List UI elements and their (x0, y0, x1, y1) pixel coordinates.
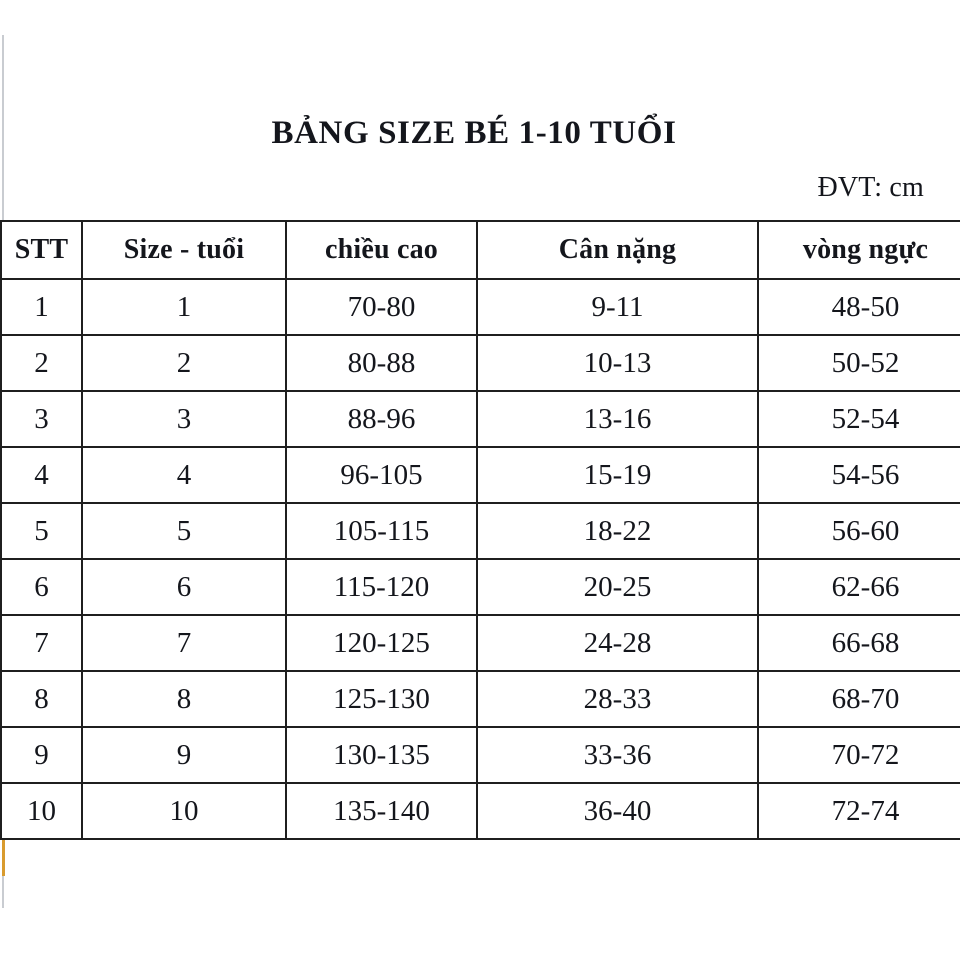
cell-stt: 5 (0, 502, 83, 560)
cell-size: 1 (81, 278, 287, 336)
cell-height: 120-125 (285, 614, 478, 672)
cell-stt: 1 (0, 278, 83, 336)
cell-size: 5 (81, 502, 287, 560)
left-edge-scan-line-bottom (2, 876, 4, 908)
size-table: STT Size - tuổi chiều cao Cân nặng vòng … (0, 220, 960, 840)
column-header-stt: STT (0, 220, 83, 280)
cell-chest: 66-68 (757, 614, 960, 672)
table-row: 6 6 115-120 20-25 62-66 (0, 558, 960, 616)
cell-chest: 68-70 (757, 670, 960, 728)
cell-height: 130-135 (285, 726, 478, 784)
cell-weight: 10-13 (476, 334, 759, 392)
cell-stt: 2 (0, 334, 83, 392)
cell-chest: 50-52 (757, 334, 960, 392)
cell-height: 70-80 (285, 278, 478, 336)
page-title: BẢNG SIZE BÉ 1-10 TUỔI (271, 115, 677, 151)
cell-chest: 48-50 (757, 278, 960, 336)
cell-size: 8 (81, 670, 287, 728)
size-table-container: STT Size - tuổi chiều cao Cân nặng vòng … (0, 220, 960, 840)
table-header-row: STT Size - tuổi chiều cao Cân nặng vòng … (0, 220, 960, 280)
cell-height: 96-105 (285, 446, 478, 504)
cell-weight: 20-25 (476, 558, 759, 616)
cell-weight: 28-33 (476, 670, 759, 728)
cell-stt: 8 (0, 670, 83, 728)
column-header-chest: vòng ngực (757, 220, 960, 280)
cell-size: 9 (81, 726, 287, 784)
table-row: 2 2 80-88 10-13 50-52 (0, 334, 960, 392)
column-header-weight: Cân nặng (476, 220, 759, 280)
unit-label: ĐVT: cm (817, 172, 924, 203)
left-edge-scan-line-top (2, 35, 4, 220)
cell-stt: 9 (0, 726, 83, 784)
cell-size: 6 (81, 558, 287, 616)
cell-height: 88-96 (285, 390, 478, 448)
cell-height: 115-120 (285, 558, 478, 616)
table-row: 4 4 96-105 15-19 54-56 (0, 446, 960, 504)
cell-stt: 6 (0, 558, 83, 616)
table-row: 9 9 130-135 33-36 70-72 (0, 726, 960, 784)
column-header-height: chiều cao (285, 220, 478, 280)
cell-chest: 54-56 (757, 446, 960, 504)
table-row: 8 8 125-130 28-33 68-70 (0, 670, 960, 728)
cell-size: 10 (81, 782, 287, 840)
cell-size: 2 (81, 334, 287, 392)
table-row: 1 1 70-80 9-11 48-50 (0, 278, 960, 336)
table-row: 7 7 120-125 24-28 66-68 (0, 614, 960, 672)
cell-height: 105-115 (285, 502, 478, 560)
cell-size: 4 (81, 446, 287, 504)
cell-size: 3 (81, 390, 287, 448)
cell-height: 80-88 (285, 334, 478, 392)
cell-chest: 72-74 (757, 782, 960, 840)
cell-height: 135-140 (285, 782, 478, 840)
left-edge-scan-line-orange (2, 816, 5, 876)
cell-weight: 24-28 (476, 614, 759, 672)
table-row: 3 3 88-96 13-16 52-54 (0, 390, 960, 448)
column-header-size: Size - tuổi (81, 220, 287, 280)
cell-stt: 7 (0, 614, 83, 672)
cell-weight: 33-36 (476, 726, 759, 784)
cell-chest: 56-60 (757, 502, 960, 560)
cell-stt: 4 (0, 446, 83, 504)
cell-chest: 70-72 (757, 726, 960, 784)
cell-weight: 15-19 (476, 446, 759, 504)
cell-chest: 62-66 (757, 558, 960, 616)
cell-height: 125-130 (285, 670, 478, 728)
cell-weight: 18-22 (476, 502, 759, 560)
table-row: 5 5 105-115 18-22 56-60 (0, 502, 960, 560)
cell-stt: 3 (0, 390, 83, 448)
cell-chest: 52-54 (757, 390, 960, 448)
table-row: 10 10 135-140 36-40 72-74 (0, 782, 960, 840)
cell-weight: 36-40 (476, 782, 759, 840)
cell-size: 7 (81, 614, 287, 672)
cell-weight: 13-16 (476, 390, 759, 448)
cell-weight: 9-11 (476, 278, 759, 336)
cell-stt: 10 (0, 782, 83, 840)
